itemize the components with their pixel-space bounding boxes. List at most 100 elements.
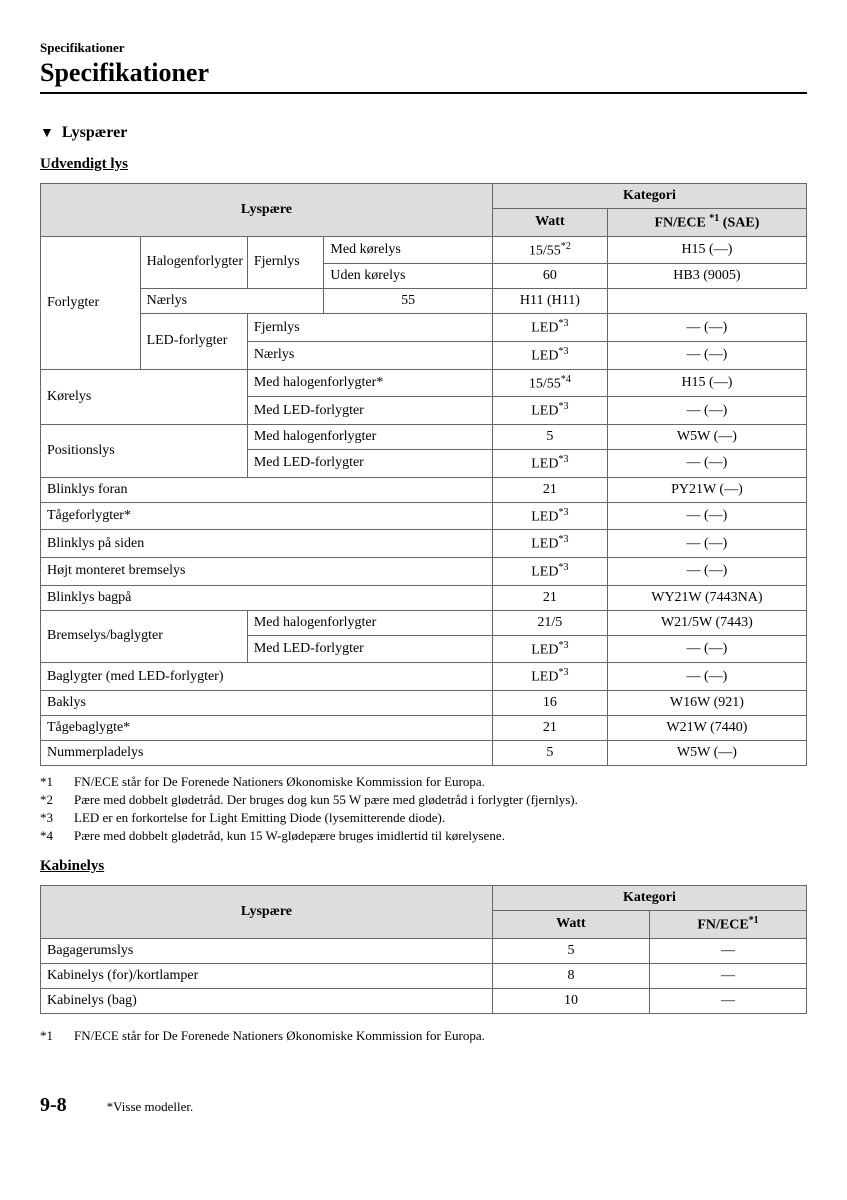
cell: Med LED-forlygter xyxy=(247,635,492,663)
table-row: Tågebaglygte* 21 W21W (7440) xyxy=(41,715,807,740)
cell: 15/55*4 xyxy=(492,369,607,397)
cell: LED*3 xyxy=(492,502,607,530)
cell: Med halogenforlygter xyxy=(247,424,492,449)
cell: Blinklys foran xyxy=(41,477,493,502)
note-key: *4 xyxy=(40,828,74,844)
cell: 5 xyxy=(492,740,607,765)
cell: Tågeforlygter* xyxy=(41,502,493,530)
header-rule xyxy=(40,92,807,94)
val: 15/55 xyxy=(529,243,561,258)
notes-1: *1FN/ECE står for De Forenede Nationers … xyxy=(40,774,807,844)
header-small: Specifikationer xyxy=(40,40,807,56)
cell: WY21W (7443NA) xyxy=(607,585,806,610)
cell: 16 xyxy=(492,690,607,715)
subsection-2: Kabinelys xyxy=(40,858,807,875)
note-text: FN/ECE står for De Forenede Nationers Øk… xyxy=(74,1028,485,1044)
cell: W5W (―) xyxy=(607,740,806,765)
val: LED xyxy=(531,349,558,364)
val: LED xyxy=(531,404,558,419)
val: 15/55 xyxy=(529,376,561,391)
sup: *3 xyxy=(558,454,568,465)
sup: *3 xyxy=(558,534,568,545)
note-text: FN/ECE står for De Forenede Nationers Øk… xyxy=(74,774,485,790)
cell: 21/5 xyxy=(492,610,607,635)
cell: Tågebaglygte* xyxy=(41,715,493,740)
cell: Med LED-forlygter xyxy=(247,449,492,477)
cell: ― xyxy=(649,988,806,1013)
cell: Med LED-forlygter xyxy=(247,397,492,425)
table-row: Blinklys foran 21 PY21W (―) xyxy=(41,477,807,502)
table-row: Højt monteret bremselys LED*3 ― (―) xyxy=(41,557,807,585)
cell: 5 xyxy=(492,938,649,963)
sup: *3 xyxy=(558,401,568,412)
note-text: Pære med dobbelt glødetråd. Der bruges d… xyxy=(74,792,578,808)
notes-2: *1FN/ECE står for De Forenede Nationers … xyxy=(40,1028,807,1044)
cell: HB3 (9005) xyxy=(607,264,806,289)
val: LED xyxy=(531,537,558,552)
cell: Baklys xyxy=(41,690,493,715)
cell: W5W (―) xyxy=(607,424,806,449)
cell: Bagagerumslys xyxy=(41,938,493,963)
th-watt: Watt xyxy=(492,209,607,237)
table-row: Blinklys bagpå 21 WY21W (7443NA) xyxy=(41,585,807,610)
table-row: Positionslys Med halogenforlygter 5 W5W … xyxy=(41,424,807,449)
cell: H15 (―) xyxy=(607,369,806,397)
val: LED xyxy=(531,670,558,685)
table-row: Kørelys Med halogenforlygter* 15/55*4 H1… xyxy=(41,369,807,397)
cell: PY21W (―) xyxy=(607,477,806,502)
cell: Kabinelys (bag) xyxy=(41,988,493,1013)
note-key: *1 xyxy=(40,1028,74,1044)
cell: 8 xyxy=(492,963,649,988)
cell: H15 (―) xyxy=(607,236,806,264)
cell: LED*3 xyxy=(492,663,607,691)
table-row: Baglygter (med LED-forlygter) LED*3 ― (―… xyxy=(41,663,807,691)
note-row: *4Pære med dobbelt glødetråd, kun 15 W-g… xyxy=(40,828,807,844)
cell: ― xyxy=(649,938,806,963)
cell: LED*3 xyxy=(492,341,607,369)
th-fnece: FN/ECE *1 (SAE) xyxy=(607,209,806,237)
table-cabin-lights: Lyspære Kategori Watt FN/ECE*1 Bagagerum… xyxy=(40,885,807,1014)
cell: 15/55*2 xyxy=(492,236,607,264)
cell: ― xyxy=(649,963,806,988)
note-row: *2Pære med dobbelt glødetråd. Der bruges… xyxy=(40,792,807,808)
cell: Blinklys bagpå xyxy=(41,585,493,610)
cell: LED*3 xyxy=(492,635,607,663)
subsection-1: Udvendigt lys xyxy=(40,156,807,173)
note-row: *1FN/ECE står for De Forenede Nationers … xyxy=(40,1028,807,1044)
th-lyspaere: Lyspære xyxy=(41,184,493,237)
note-key: *3 xyxy=(40,810,74,826)
sup: *3 xyxy=(558,562,568,573)
table-row: Blinklys på siden LED*3 ― (―) xyxy=(41,530,807,558)
cell: Nærlys xyxy=(140,289,324,314)
section-title: ▼ Lyspærer xyxy=(40,124,807,142)
cell: ― (―) xyxy=(607,530,806,558)
sup: *3 xyxy=(558,507,568,518)
th-fnece-pre: FN/ECE xyxy=(654,216,709,231)
footer-note: *Visse modeller. xyxy=(107,1099,194,1115)
cell: W21W (7440) xyxy=(607,715,806,740)
table-exterior-lights: Lyspære Kategori Watt FN/ECE *1 (SAE) Fo… xyxy=(40,183,807,766)
cell: Højt monteret bremselys xyxy=(41,557,493,585)
cell: LED-forlygter xyxy=(140,314,247,369)
th-kategori: Kategori xyxy=(492,885,806,910)
cell: ― (―) xyxy=(607,557,806,585)
page-header: Specifikationer Specifikationer xyxy=(40,40,807,94)
cell: 5 xyxy=(492,424,607,449)
page-number: 9-8 xyxy=(40,1094,67,1117)
cell: ― (―) xyxy=(607,502,806,530)
th-watt: Watt xyxy=(492,910,649,938)
cell: LED*3 xyxy=(492,557,607,585)
cell: LED*3 xyxy=(492,449,607,477)
note-key: *1 xyxy=(40,774,74,790)
table-row: Kabinelys (bag)10― xyxy=(41,988,807,1013)
cell: 21 xyxy=(492,715,607,740)
cell: 10 xyxy=(492,988,649,1013)
sup: *3 xyxy=(558,640,568,651)
note-row: *1FN/ECE står for De Forenede Nationers … xyxy=(40,774,807,790)
th-kategori: Kategori xyxy=(492,184,806,209)
cell: LED*3 xyxy=(492,314,607,342)
cell: Blinklys på siden xyxy=(41,530,493,558)
note-key: *2 xyxy=(40,792,74,808)
cell: ― (―) xyxy=(607,635,806,663)
cell: W16W (921) xyxy=(607,690,806,715)
